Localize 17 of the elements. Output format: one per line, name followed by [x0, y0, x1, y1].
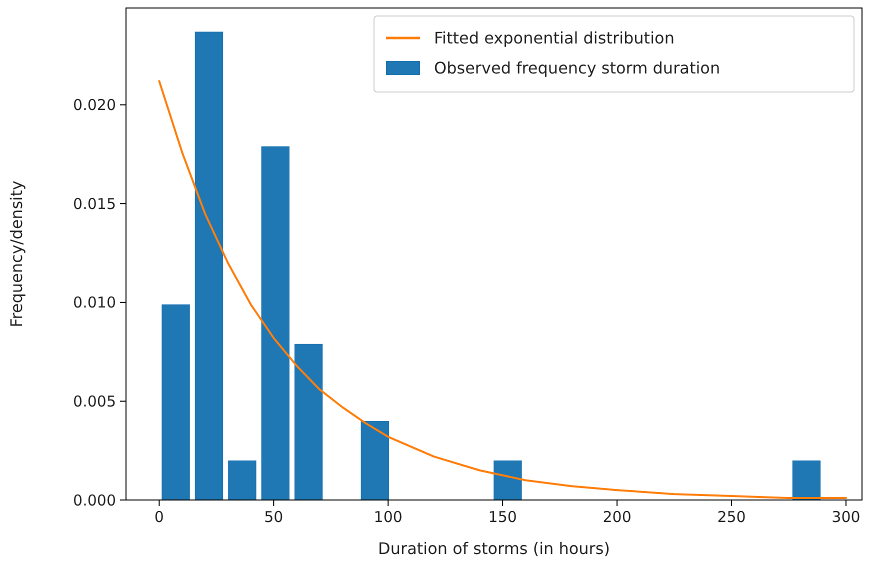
x-axis-title: Duration of storms (in hours)	[378, 539, 610, 558]
x-tick-label: 300	[832, 508, 860, 526]
y-tick-label: 0.000	[73, 491, 116, 510]
y-tick-label: 0.020	[73, 96, 116, 114]
legend-label: Observed frequency storm duration	[434, 58, 720, 78]
x-tick-label: 100	[374, 508, 402, 526]
x-tick-label: 50	[264, 508, 284, 526]
y-tick-label: 0.015	[73, 194, 116, 213]
x-tick-label: 250	[717, 508, 746, 526]
legend-label: Fitted exponential distribution	[434, 28, 674, 48]
line-series	[158, 80, 847, 500]
x-tick-label: 150	[488, 508, 517, 526]
y-axis-title: Frequency/density	[7, 180, 26, 328]
x-tick-label: 200	[602, 508, 632, 526]
y-tick-label: 0.010	[73, 294, 116, 312]
x-tick-label: 0	[154, 508, 164, 526]
y-tick-label: 0.005	[73, 392, 116, 410]
